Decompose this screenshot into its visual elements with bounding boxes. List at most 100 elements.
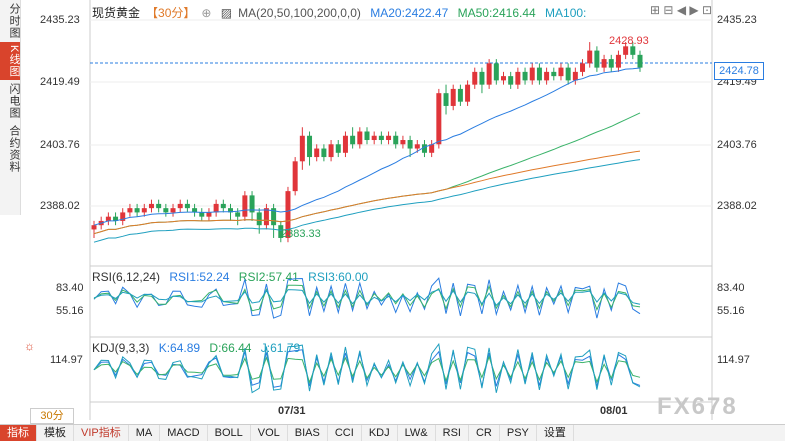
candle	[544, 71, 550, 81]
kdj-j-line	[93, 342, 641, 394]
candle	[457, 88, 463, 102]
candle	[177, 203, 183, 209]
zoom-in-icon[interactable]: ⊞	[650, 3, 661, 17]
bottom-tab-settings[interactable]: 设置	[537, 425, 574, 441]
tab-kline[interactable]: K线图	[0, 42, 20, 81]
candle	[414, 144, 420, 149]
candle	[587, 50, 593, 64]
candle	[335, 144, 341, 153]
y-label-right-1: 2435.23	[717, 14, 757, 26]
reset-icon[interactable]: ⊡	[701, 3, 713, 17]
x-label-0731: 07/31	[278, 405, 306, 417]
candle	[91, 225, 97, 230]
candle	[386, 135, 392, 141]
y-label-left-2: 2419.49	[40, 76, 80, 88]
candle	[357, 131, 363, 145]
candle	[364, 131, 370, 141]
zoom-out-icon[interactable]: ⊟	[663, 3, 674, 17]
candle	[120, 212, 126, 221]
candle	[249, 195, 255, 213]
bottom-tab-cci[interactable]: CCI	[328, 425, 362, 441]
candle	[637, 54, 643, 68]
low-price-label: 2383.33	[281, 228, 321, 240]
ma-label: MA(20,50,100,200,0,0)	[238, 6, 361, 20]
tab-timeshare[interactable]: 分时图	[8, 3, 20, 39]
candle	[551, 71, 557, 77]
high-price-label: 2428.93	[609, 35, 649, 47]
candle	[594, 50, 600, 68]
candle	[393, 135, 399, 145]
candle	[486, 63, 492, 85]
rsi-level-left-1: 83.40	[56, 282, 84, 294]
period-selector[interactable]: 30分	[30, 408, 74, 424]
candle	[421, 144, 427, 153]
chart-canvas[interactable]: 2428.93 2383.33	[0, 0, 785, 424]
rsi-level-right-2: 55.16	[717, 305, 745, 317]
candle	[615, 54, 621, 68]
candle	[472, 71, 478, 85]
ma100-value: MA100:	[545, 6, 587, 20]
bottom-tab-indicator[interactable]: 指标	[0, 425, 37, 441]
candle	[271, 208, 277, 226]
candle	[371, 135, 377, 141]
bottom-tab-rsi[interactable]: RSI	[436, 425, 469, 441]
candle	[314, 148, 320, 158]
bottom-tab-bias[interactable]: BIAS	[288, 425, 328, 441]
rsi-title: RSI(6,12,24)	[92, 270, 161, 284]
kdj-d-line	[93, 355, 641, 384]
bottom-tab-lw[interactable]: LW&	[398, 425, 436, 441]
bottom-tab-vip[interactable]: VIP指标	[74, 425, 129, 441]
candle	[141, 208, 147, 213]
y-label-right-3: 2403.76	[717, 139, 757, 151]
candle	[630, 46, 636, 55]
candle	[148, 203, 154, 209]
candle	[601, 59, 607, 68]
kdj-settings-icon[interactable]: ☼	[24, 339, 35, 353]
right-icon[interactable]: ▶	[689, 3, 699, 17]
candle	[529, 67, 535, 81]
moving-averages	[93, 67, 641, 243]
ma20-line	[93, 67, 641, 226]
bottom-tab-macd[interactable]: MACD	[160, 425, 208, 441]
rsi-lines	[93, 277, 641, 319]
bottom-tab-cr[interactable]: CR	[469, 425, 500, 441]
left-icon[interactable]: ◀	[676, 3, 687, 17]
chart-toolbar: ⊞ ⊟ ◀ ▶ ⊡	[650, 3, 712, 17]
watermark: FX678	[657, 393, 738, 420]
candle	[256, 212, 262, 226]
ma-toggle-icon[interactable]: ▨	[220, 6, 233, 20]
kdj-k-value: K:64.89	[158, 341, 201, 355]
candles-group	[91, 42, 643, 243]
candle	[292, 161, 298, 192]
settings-icon[interactable]: ⊕	[201, 6, 212, 20]
ma50-value: MA50:2416.44	[457, 6, 536, 20]
candle	[558, 67, 564, 77]
rsi2-value: RSI2:57.41	[238, 270, 299, 284]
candle	[307, 135, 313, 158]
candle	[493, 63, 499, 81]
bottom-tab-template[interactable]: 模板	[37, 425, 74, 441]
candle	[342, 135, 348, 153]
bottom-tab-kdj[interactable]: KDJ	[362, 425, 398, 441]
y-label-left-4: 2388.02	[40, 200, 80, 212]
candle	[235, 212, 241, 217]
candle	[572, 71, 578, 81]
candle	[156, 203, 162, 209]
tab-flash[interactable]: 闪电图	[8, 83, 20, 120]
rsi3-line	[93, 288, 641, 307]
kdj-title: KDJ(9,3,3)	[92, 341, 150, 355]
bottom-tab-psy[interactable]: PSY	[500, 425, 537, 441]
rsi3-value: RSI3:60.00	[308, 270, 369, 284]
candle	[299, 135, 305, 162]
bottom-tab-ma[interactable]: MA	[129, 425, 161, 441]
bottom-tab-vol[interactable]: VOL	[251, 425, 288, 441]
candle	[127, 208, 133, 213]
candle	[285, 191, 291, 238]
ma200-line	[93, 150, 641, 235]
candle	[400, 140, 406, 145]
candle	[206, 212, 212, 217]
bottom-tab-boll[interactable]: BOLL	[208, 425, 251, 441]
tab-contract-info[interactable]: 合约资料	[8, 125, 20, 174]
candle	[213, 203, 219, 213]
rsi-level-right-1: 83.40	[717, 282, 745, 294]
